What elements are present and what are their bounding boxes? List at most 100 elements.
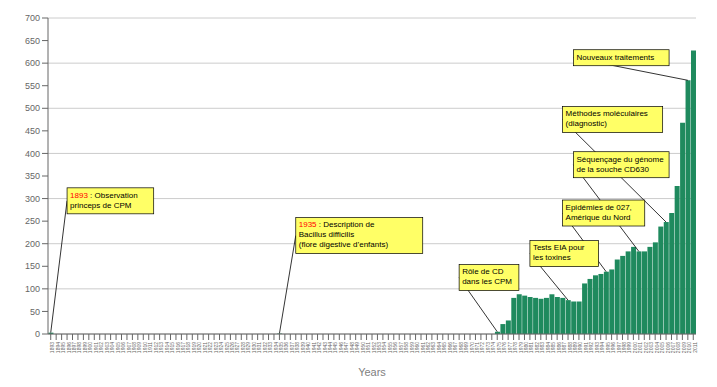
svg-text:700: 700 <box>25 13 40 23</box>
svg-text:1957: 1957 <box>397 342 404 354</box>
svg-text:1949: 1949 <box>354 342 361 354</box>
svg-text:1945: 1945 <box>332 342 339 354</box>
svg-text:350: 350 <box>25 171 40 181</box>
svg-text:1922: 1922 <box>207 342 214 354</box>
svg-text:Séquençage du génome: Séquençage du génome <box>576 155 664 164</box>
svg-text:1959: 1959 <box>408 342 415 354</box>
svg-text:princeps de CPM: princeps de CPM <box>70 201 132 210</box>
svg-text:Amérique du Nord: Amérique du Nord <box>566 213 631 222</box>
svg-text:1933: 1933 <box>267 342 274 354</box>
svg-text:1937: 1937 <box>288 342 295 354</box>
svg-text:1924: 1924 <box>218 342 225 354</box>
svg-text:1960: 1960 <box>414 342 421 354</box>
svg-text:1942: 1942 <box>316 342 323 354</box>
svg-text:1954: 1954 <box>381 342 388 354</box>
svg-text:0: 0 <box>35 329 40 339</box>
svg-text:1925: 1925 <box>223 342 230 354</box>
svg-text:1904: 1904 <box>109 342 116 354</box>
svg-text:1897: 1897 <box>71 342 78 354</box>
svg-text:1902: 1902 <box>98 342 105 354</box>
svg-text:1895: 1895 <box>60 342 67 354</box>
svg-text:1964: 1964 <box>435 342 442 354</box>
svg-text:1916: 1916 <box>174 342 181 354</box>
svg-text:1906: 1906 <box>120 342 127 354</box>
svg-text:1905: 1905 <box>114 342 121 354</box>
svg-text:1930: 1930 <box>250 342 257 354</box>
svg-text:250: 250 <box>25 216 40 226</box>
svg-text:1950: 1950 <box>359 342 366 354</box>
svg-text:600: 600 <box>25 58 40 68</box>
svg-text:Nouveaux traitements: Nouveaux traitements <box>576 53 654 62</box>
svg-text:Bacillus difficilis: Bacillus difficilis <box>299 230 354 239</box>
svg-text:1901: 1901 <box>92 342 99 354</box>
svg-text:1939: 1939 <box>299 342 306 354</box>
svg-text:1896: 1896 <box>65 342 72 354</box>
svg-text:1899: 1899 <box>81 342 88 354</box>
svg-text:1909: 1909 <box>136 342 143 354</box>
svg-text:1956: 1956 <box>392 342 399 354</box>
svg-text:1921: 1921 <box>201 342 208 354</box>
svg-text:650: 650 <box>25 36 40 46</box>
svg-text:50: 50 <box>30 307 40 317</box>
svg-text:1894: 1894 <box>54 342 61 354</box>
svg-text:Years: Years <box>358 366 386 378</box>
svg-text:550: 550 <box>25 81 40 91</box>
svg-text:1951: 1951 <box>365 342 372 354</box>
svg-text:1903: 1903 <box>103 342 110 354</box>
svg-text:1913: 1913 <box>158 342 165 354</box>
svg-text:300: 300 <box>25 194 40 204</box>
svg-text:1893 : Observation: 1893 : Observation <box>70 191 138 200</box>
svg-text:1935 : Description de: 1935 : Description de <box>299 220 375 229</box>
svg-text:(diagnostic): (diagnostic) <box>566 119 608 128</box>
svg-text:1898: 1898 <box>76 342 83 354</box>
svg-text:1932: 1932 <box>261 342 268 354</box>
svg-text:1910: 1910 <box>141 342 148 354</box>
svg-text:1923: 1923 <box>212 342 219 354</box>
svg-text:1915: 1915 <box>169 342 176 354</box>
svg-text:1919: 1919 <box>190 342 197 354</box>
svg-text:1938: 1938 <box>294 342 301 354</box>
svg-text:1940: 1940 <box>305 342 312 354</box>
svg-text:1946: 1946 <box>337 342 344 354</box>
svg-text:Méthodes moléculaires: Méthodes moléculaires <box>566 109 648 118</box>
svg-text:1963: 1963 <box>430 342 437 354</box>
svg-text:les toxines: les toxines <box>533 253 571 262</box>
svg-text:1966: 1966 <box>446 342 453 354</box>
svg-text:Tests EIA pour: Tests EIA pour <box>533 243 585 252</box>
svg-text:1893: 1893 <box>49 342 56 354</box>
svg-text:1948: 1948 <box>348 342 355 354</box>
svg-text:1955: 1955 <box>386 342 393 354</box>
svg-text:dans les CPM: dans les CPM <box>462 277 512 286</box>
svg-text:1928: 1928 <box>239 342 246 354</box>
svg-text:1927: 1927 <box>234 342 241 354</box>
svg-text:1914: 1914 <box>163 342 170 354</box>
svg-text:(flore digestive d’enfants): (flore digestive d’enfants) <box>299 240 389 249</box>
svg-text:450: 450 <box>25 126 40 136</box>
svg-text:1943: 1943 <box>321 342 328 354</box>
svg-text:1911: 1911 <box>147 342 154 353</box>
svg-text:500: 500 <box>25 103 40 113</box>
svg-text:400: 400 <box>25 149 40 159</box>
svg-text:1952: 1952 <box>370 342 377 354</box>
svg-text:1929: 1929 <box>245 342 252 354</box>
svg-text:Epidémies de 027,: Epidémies de 027, <box>566 203 632 212</box>
svg-text:1918: 1918 <box>185 342 192 354</box>
svg-text:1958: 1958 <box>403 342 410 354</box>
svg-text:1907: 1907 <box>125 342 132 354</box>
svg-text:1947: 1947 <box>343 342 350 354</box>
svg-text:1931: 1931 <box>256 342 263 354</box>
svg-text:1900: 1900 <box>87 342 94 354</box>
svg-text:de la souche CD630: de la souche CD630 <box>576 165 649 174</box>
svg-text:1934: 1934 <box>272 342 279 354</box>
svg-text:1936: 1936 <box>283 342 290 354</box>
svg-text:1961: 1961 <box>419 342 426 354</box>
svg-text:1965: 1965 <box>441 342 448 354</box>
svg-text:1920: 1920 <box>196 342 203 354</box>
svg-text:1912: 1912 <box>152 342 159 354</box>
svg-text:200: 200 <box>25 239 40 249</box>
svg-text:Rôle de CD: Rôle de CD <box>462 267 504 276</box>
svg-text:100: 100 <box>25 284 40 294</box>
svg-text:1941: 1941 <box>310 342 317 354</box>
svg-text:150: 150 <box>25 261 40 271</box>
svg-text:2011: 2011 <box>692 342 698 353</box>
